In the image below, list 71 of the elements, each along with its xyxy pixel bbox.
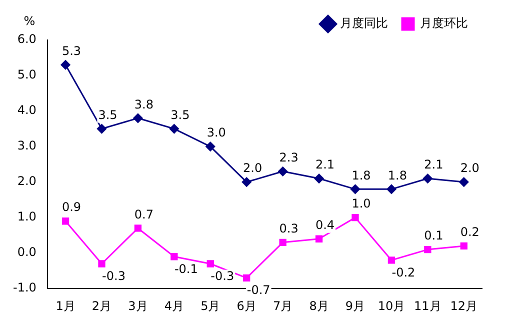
y-tick-label: -1.0 <box>12 280 36 295</box>
point <box>96 124 106 134</box>
point <box>206 260 214 268</box>
point <box>424 246 432 254</box>
x-tick-label: 2月 <box>92 298 112 313</box>
data-label: 1.8 <box>388 168 408 182</box>
data-label: 2.0 <box>243 161 262 176</box>
y-tick-label: 5.0 <box>17 68 36 82</box>
y-tick-label: 1.0 <box>17 210 36 224</box>
data-label: -0.2 <box>392 265 416 280</box>
x-tick-label: 3月 <box>128 298 148 313</box>
data-label: 0.2 <box>460 225 480 240</box>
y-tick-label: 2.0 <box>17 174 36 188</box>
x-tick-label: 1月 <box>56 298 76 313</box>
x-tick-label: 12月 <box>450 298 478 313</box>
x-tick-label: 4月 <box>164 298 184 313</box>
point <box>460 242 468 250</box>
data-label: 1.8 <box>352 168 371 182</box>
point <box>386 184 396 194</box>
x-tick-label: 10月 <box>378 298 406 313</box>
point <box>459 177 469 187</box>
y-tick-label: 3.0 <box>17 138 36 153</box>
x-tick-label: 9月 <box>345 298 366 313</box>
legend-label: 月度环比 <box>420 16 468 30</box>
point <box>243 274 250 282</box>
y-tick-label: 4.0 <box>17 103 36 118</box>
point <box>315 235 323 242</box>
data-label: 0.1 <box>424 228 444 243</box>
data-label: -0.1 <box>174 262 198 276</box>
x-tick-label: 6月 <box>236 298 256 313</box>
point <box>279 238 286 246</box>
data-label: 5.3 <box>62 44 82 58</box>
point <box>350 184 360 194</box>
y-tick-label: 0.0 <box>17 245 36 260</box>
point <box>134 224 142 232</box>
x-tick-label: 8月 <box>309 298 329 313</box>
x-tick-label: 7月 <box>272 298 293 313</box>
point <box>352 214 359 222</box>
point <box>422 174 432 184</box>
data-label: 3.5 <box>170 108 190 122</box>
data-label: -0.3 <box>102 268 126 283</box>
x-tick-label: 5月 <box>200 298 220 313</box>
point <box>98 260 106 268</box>
data-label: 2.1 <box>315 158 335 172</box>
data-label: 1.0 <box>352 196 371 211</box>
legend-label: 月度同比 <box>340 16 388 30</box>
point <box>278 166 288 176</box>
point <box>170 253 178 260</box>
point <box>169 124 179 134</box>
point <box>242 177 252 187</box>
point <box>206 142 216 152</box>
data-label: 0.7 <box>134 207 154 222</box>
data-label: 2.3 <box>279 150 298 165</box>
point <box>133 113 143 123</box>
data-label: 0.4 <box>315 218 335 232</box>
point <box>60 60 70 70</box>
y-axis-title: % <box>24 14 36 28</box>
data-label: 2.0 <box>460 161 480 176</box>
data-label: 3.8 <box>134 97 154 112</box>
data-label: -0.3 <box>210 268 234 283</box>
data-label: 0.3 <box>279 222 298 236</box>
data-label: 3.5 <box>98 108 118 122</box>
point <box>62 218 70 225</box>
data-label: -0.7 <box>246 283 270 298</box>
data-label: 2.1 <box>424 158 444 172</box>
data-label: 3.0 <box>206 126 226 140</box>
data-label: 0.9 <box>62 200 82 214</box>
x-tick-label: 11月 <box>414 298 442 313</box>
point <box>314 174 324 184</box>
point <box>388 256 396 264</box>
y-tick-label: 6.0 <box>17 32 36 46</box>
